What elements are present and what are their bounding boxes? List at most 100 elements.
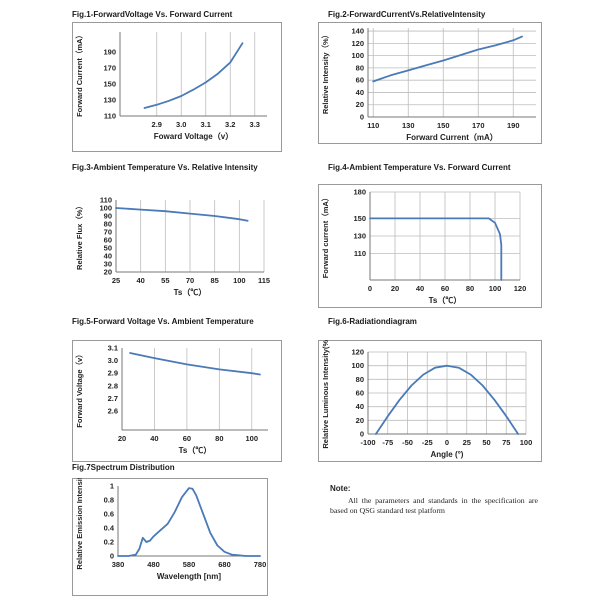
fig6-ytick-2: 40 [356, 402, 364, 411]
fig3-xtick-5: 100 [233, 276, 246, 285]
fig3-ytick-5: 70 [104, 228, 112, 237]
fig1-ytick-2: 150 [103, 80, 116, 89]
fig3-ytick-9: 110 [100, 196, 112, 205]
fig7-xtick-0: 380 [112, 560, 125, 569]
fig3-xtick-2: 55 [161, 276, 169, 285]
fig4-xtick-2: 40 [416, 284, 424, 293]
fig7-point-0-4 [142, 537, 144, 539]
fig1-title: Fig.1-ForwardVoltage Vs. Forward Current [72, 10, 233, 19]
fig1-point-0-5 [205, 81, 207, 83]
fig7-point-0-2 [135, 554, 137, 556]
fig1-point-0-0 [143, 107, 146, 109]
fig6-point-0-5 [434, 367, 436, 369]
fig5-ytick-4: 3.0 [108, 356, 118, 365]
fig7-point-0-14 [195, 494, 197, 496]
fig3-ytick-1: 30 [104, 260, 112, 269]
fig7-title: Fig.7Spectrum Distribution [72, 463, 175, 472]
fig4-ylabel: Forward current（mA） [320, 194, 330, 279]
fig3-ytick-0: 20 [104, 268, 112, 277]
fig1-xtick-1: 3.0 [176, 120, 186, 129]
fig7-xtick-4: 780 [254, 560, 267, 569]
fig7-point-0-12 [188, 487, 190, 489]
fig1-point-0-6 [217, 73, 219, 75]
fig5-point-0-0 [129, 352, 131, 354]
fig3-ytick-6: 80 [104, 220, 112, 229]
fig5-xtick-2: 60 [183, 434, 191, 443]
fig4-ytick-3: 180 [353, 188, 366, 197]
fig7-point-0-19 [231, 554, 233, 556]
fig2-ytick-7: 140 [351, 27, 364, 36]
fig5-title: Fig.5-Forward Voltage Vs. Ambient Temper… [72, 317, 254, 326]
fig2-point-0-0 [372, 80, 374, 82]
fig3-ytick-2: 40 [104, 252, 112, 261]
fig7-ytick-4: 0.8 [104, 496, 114, 505]
fig4-xtick-3: 60 [441, 284, 449, 293]
fig3-xlabel: Ts（℃） [174, 287, 207, 297]
fig7-ytick-0: 0 [110, 552, 114, 561]
fig1-xlabel: Foward Voltage（v） [154, 131, 233, 141]
fig6-point-0-4 [422, 373, 424, 376]
fig2-xtick-1: 130 [402, 121, 415, 130]
fig7-point-0-21 [245, 555, 247, 557]
fig2-point-0-4 [442, 59, 444, 62]
fig5-point-0-2 [186, 363, 188, 365]
fig6-ytick-1: 20 [356, 416, 364, 425]
fig6-point-0-7 [458, 367, 460, 369]
fig6-point-0-10 [493, 399, 495, 401]
fig3-xtick-3: 70 [186, 276, 194, 285]
fig2-xtick-0: 110 [367, 121, 379, 130]
fig1-ylabel: Forward Current（mA） [74, 31, 84, 117]
fig5-ytick-0: 2.6 [108, 407, 118, 416]
fig7-point-0-16 [209, 532, 211, 534]
fig5-frame [72, 340, 282, 462]
note-text: All the parameters and standards in the … [330, 496, 538, 515]
fig3-point-0-6 [246, 220, 249, 222]
fig1-ytick-1: 130 [103, 96, 116, 105]
fig7-ytick-3: 0.6 [104, 510, 114, 519]
fig2-xtick-2: 150 [437, 121, 450, 130]
fig6-point-0-3 [410, 384, 413, 387]
fig2-ytick-0: 0 [360, 113, 364, 122]
fig1-point-0-4 [192, 89, 195, 91]
fig4-point-0-8 [500, 244, 502, 246]
fig7-chart: 380 480 580 680 780 0 0.2 0.4 0.6 0.8 1 Wavelength … [72, 478, 268, 596]
fig6-xlabel: Angle (°) [431, 450, 464, 459]
fig2-point-0-1 [390, 74, 392, 76]
fig5-point-0-5 [259, 373, 261, 376]
fig6-point-0-8 [470, 373, 472, 376]
fig7-point-0-11 [181, 496, 183, 498]
fig7-point-0-10 [174, 511, 176, 513]
fig1-point-0-7 [229, 61, 231, 64]
fig6-xtick-6: 50 [482, 438, 490, 447]
fig4-xtick-4: 80 [466, 284, 474, 293]
fig7-series-line-0 [117, 487, 261, 557]
fig4-point-0-6 [494, 222, 496, 224]
fig2-point-0-5 [460, 54, 462, 56]
fig4-frame [318, 184, 542, 308]
fig2-ytick-6: 120 [351, 39, 364, 48]
fig2-point-0-2 [407, 69, 409, 71]
fig3-ytick-8: 100 [99, 204, 112, 213]
fig7-point-0-7 [152, 535, 155, 537]
fig1-point-0-8 [241, 42, 244, 44]
fig6-xtick-5: 25 [463, 438, 471, 447]
fig1-point-0-1 [156, 104, 158, 106]
fig4-point-0-4 [469, 217, 471, 219]
fig1-chart: 2.9 3.0 3.1 3.2 3.3 110 130 150 170 190 Foward Vol… [72, 22, 282, 152]
fig2-xtick-3: 170 [472, 121, 485, 130]
fig2-chart: 110 130 150 170 190 0 20 40 60 80 100 120 140 Forward… [318, 22, 542, 144]
fig4-point-0-9 [500, 279, 502, 281]
fig3-ytick-7: 90 [104, 212, 112, 221]
note-heading: Note: [330, 484, 351, 493]
fig2-ytick-1: 20 [356, 100, 364, 109]
fig1-xtick-2: 3.1 [201, 120, 211, 129]
fig7-ytick-2: 0.4 [104, 524, 115, 533]
fig7-point-0-13 [191, 488, 194, 490]
fig6-xtick-8: 100 [520, 438, 533, 447]
fig4-xlabel: Ts（℃） [429, 295, 462, 305]
fig1-frame [72, 22, 282, 152]
fig7-point-0-22 [252, 555, 254, 557]
fig6-ytick-4: 80 [356, 375, 364, 384]
fig3-ylabel: Relative Flux（%） [74, 202, 84, 270]
fig2-title: Fig.2-ForwardCurrentVs.RelativeIntensity [328, 10, 486, 19]
